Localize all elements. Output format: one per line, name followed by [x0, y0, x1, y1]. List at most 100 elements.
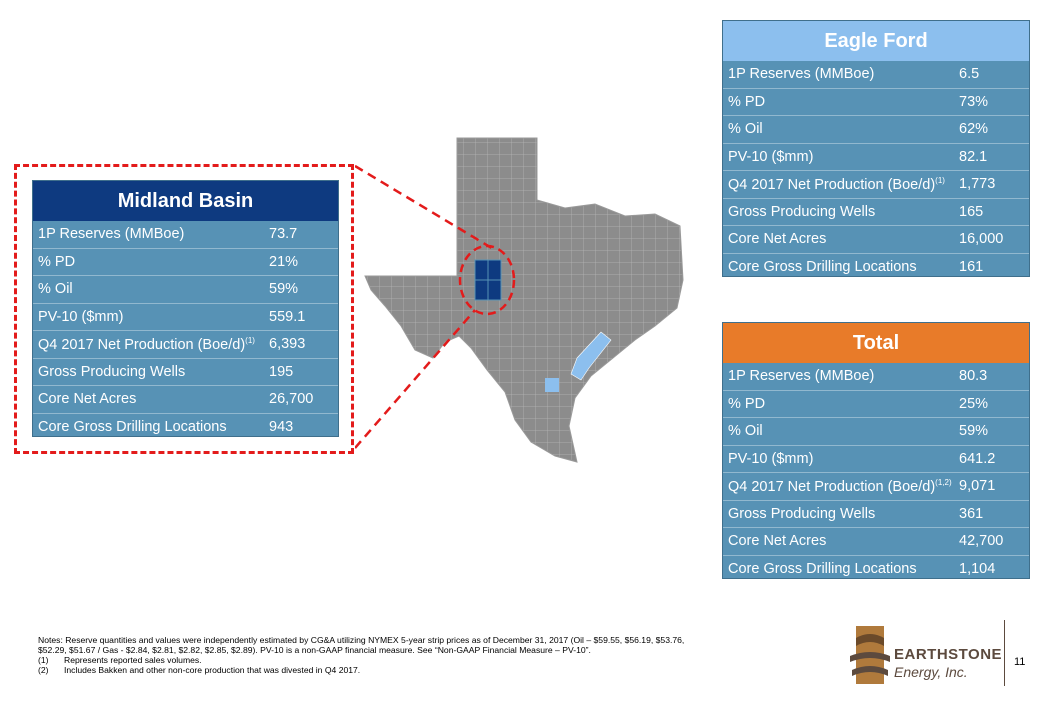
- row-label: Q4 2017 Net Production (Boe/d)(1): [33, 336, 255, 353]
- midland-basin-panel: Midland Basin 1P Reserves (MMBoe) 73.7 % …: [32, 180, 339, 437]
- footnote-ref: (1,2): [935, 477, 952, 487]
- footnote-2: (2) Includes Bakken and other non-core pr…: [38, 664, 838, 676]
- row-value: 59%: [959, 423, 989, 440]
- earthstone-logo: EARTHSTONE Energy, Inc.: [846, 620, 1006, 690]
- row-value: 25%: [959, 395, 989, 412]
- row-value: 1,104: [959, 560, 996, 577]
- panel-rows: 1P Reserves (MMBoe) 6.5 % PD 73% % Oil 62% …: [723, 61, 1029, 280]
- notes-line-1: Notes: Reserve quantities and values wer…: [38, 635, 685, 645]
- row-label: Gross Producing Wells: [38, 363, 186, 380]
- row-label: Gross Producing Wells: [728, 505, 876, 522]
- footnote-ref: (1): [935, 175, 945, 185]
- logo-subtitle: Energy, Inc.: [894, 664, 968, 680]
- row-value: 73.7: [269, 226, 298, 243]
- row-value: 641.2: [959, 450, 996, 467]
- row-label: Q4 2017 Net Production (Boe/d)(1,2): [723, 478, 952, 495]
- table-row: PV-10 ($mm) 559.1: [33, 302, 338, 331]
- row-label: % PD: [728, 395, 766, 412]
- eagle-ford-panel: Eagle Ford 1P Reserves (MMBoe) 6.5 % PD 73…: [722, 20, 1030, 277]
- table-row: Core Net Acres 42,700: [723, 527, 1029, 555]
- table-row: Q4 2017 Net Production (Boe/d)(1) 6,393: [33, 330, 338, 358]
- row-value: 6,393: [269, 336, 306, 353]
- earthstone-logo-mark-icon: [850, 626, 890, 684]
- notes-line-2: $52.29, $51.67 / Gas - $2.84, $2.81, $2.…: [38, 644, 591, 655]
- table-row: % PD 73%: [723, 87, 1029, 116]
- row-value: 16,000: [959, 231, 1004, 248]
- table-row: Core Gross Drilling Locations 1,104: [723, 554, 1029, 583]
- texas-map: [355, 137, 684, 463]
- row-value: 59%: [269, 281, 299, 298]
- eagle-ford-county-west: [545, 378, 559, 392]
- table-row: Q4 2017 Net Production (Boe/d)(1) 1,773: [723, 170, 1029, 198]
- table-row: Gross Producing Wells 361: [723, 499, 1029, 528]
- table-row: PV-10 ($mm) 641.2: [723, 444, 1029, 473]
- table-row: 1P Reserves (MMBoe) 73.7: [33, 221, 338, 248]
- texas-outline: [364, 137, 684, 463]
- table-row: Core Net Acres 26,700: [33, 385, 338, 413]
- footnote-number: (1): [38, 654, 49, 665]
- row-value: 21%: [269, 253, 299, 270]
- midland-callout-box: [14, 164, 354, 454]
- row-label: 1P Reserves (MMBoe): [728, 66, 875, 83]
- table-row: Q4 2017 Net Production (Boe/d)(1,2) 9,071: [723, 472, 1029, 500]
- row-value: 62%: [959, 121, 989, 138]
- row-label-text: Q4 2017 Net Production (Boe/d): [728, 176, 936, 193]
- row-label: Core Gross Drilling Locations: [38, 418, 227, 435]
- row-value: 42,700: [959, 533, 1004, 550]
- row-label: 1P Reserves (MMBoe): [38, 226, 185, 243]
- row-label: Core Net Acres: [728, 533, 827, 550]
- row-value: 26,700: [269, 391, 314, 408]
- row-label: % Oil: [728, 121, 763, 138]
- row-value: 80.3: [959, 368, 988, 385]
- table-row: Core Gross Drilling Locations 161: [723, 252, 1029, 281]
- table-row: 1P Reserves (MMBoe) 6.5: [723, 61, 1029, 88]
- row-label: Core Net Acres: [38, 391, 137, 408]
- row-label-text: Q4 2017 Net Production (Boe/d): [38, 336, 246, 353]
- row-label-text: Q4 2017 Net Production (Boe/d): [728, 478, 936, 495]
- row-label: Q4 2017 Net Production (Boe/d)(1): [723, 176, 945, 193]
- row-label: 1P Reserves (MMBoe): [728, 368, 875, 385]
- panel-rows: 1P Reserves (MMBoe) 73.7 % PD 21% % Oil 59%…: [33, 221, 338, 440]
- callout-line-bottom: [355, 309, 476, 449]
- row-value: 161: [959, 258, 984, 275]
- row-label: Core Gross Drilling Locations: [728, 560, 917, 577]
- row-value: 361: [959, 505, 984, 522]
- row-value: 943: [269, 418, 294, 435]
- table-row: 1P Reserves (MMBoe) 80.3: [723, 363, 1029, 390]
- row-label: % Oil: [38, 281, 73, 298]
- total-panel: Total 1P Reserves (MMBoe) 80.3 % PD 25% % …: [722, 322, 1030, 579]
- footnote-text: Includes Bakken and other non-core produ…: [64, 664, 361, 675]
- row-value: 559.1: [269, 308, 306, 325]
- row-label: PV-10 ($mm): [728, 148, 814, 165]
- row-label: % Oil: [728, 423, 763, 440]
- footnote-1: (1) Represents reported sales volumes.: [38, 654, 838, 666]
- row-value: 73%: [959, 93, 989, 110]
- row-value: 165: [959, 203, 984, 220]
- footnote-text: Represents reported sales volumes.: [64, 654, 202, 665]
- table-row: Gross Producing Wells 165: [723, 197, 1029, 226]
- row-label: % PD: [38, 253, 76, 270]
- row-value: 82.1: [959, 148, 988, 165]
- footnotes: Notes: Reserve quantities and values wer…: [38, 635, 838, 676]
- logo-wordmark: EARTHSTONE: [894, 646, 1003, 663]
- row-value: 6.5: [959, 66, 980, 83]
- table-row: % Oil 62%: [723, 115, 1029, 143]
- panel-title: Midland Basin: [33, 181, 338, 221]
- midland-highlight-circle: [458, 244, 516, 316]
- eagle-ford-counties: [570, 331, 612, 381]
- row-label: PV-10 ($mm): [728, 450, 814, 467]
- table-row: Gross Producing Wells 195: [33, 357, 338, 386]
- footnote-ref: (1): [245, 335, 255, 345]
- row-label: Gross Producing Wells: [728, 203, 876, 220]
- table-row: % PD 25%: [723, 389, 1029, 418]
- row-label: Core Gross Drilling Locations: [728, 258, 917, 275]
- footnote-number: (2): [38, 664, 49, 675]
- callout-line-top: [355, 164, 496, 252]
- panel-title: Eagle Ford: [723, 21, 1029, 61]
- row-value: 195: [269, 363, 294, 380]
- table-row: % PD 21%: [33, 247, 338, 276]
- row-value: 9,071: [959, 478, 996, 495]
- row-label: Core Net Acres: [728, 231, 827, 248]
- page-number: 11: [1014, 656, 1026, 668]
- row-label: % PD: [728, 93, 766, 110]
